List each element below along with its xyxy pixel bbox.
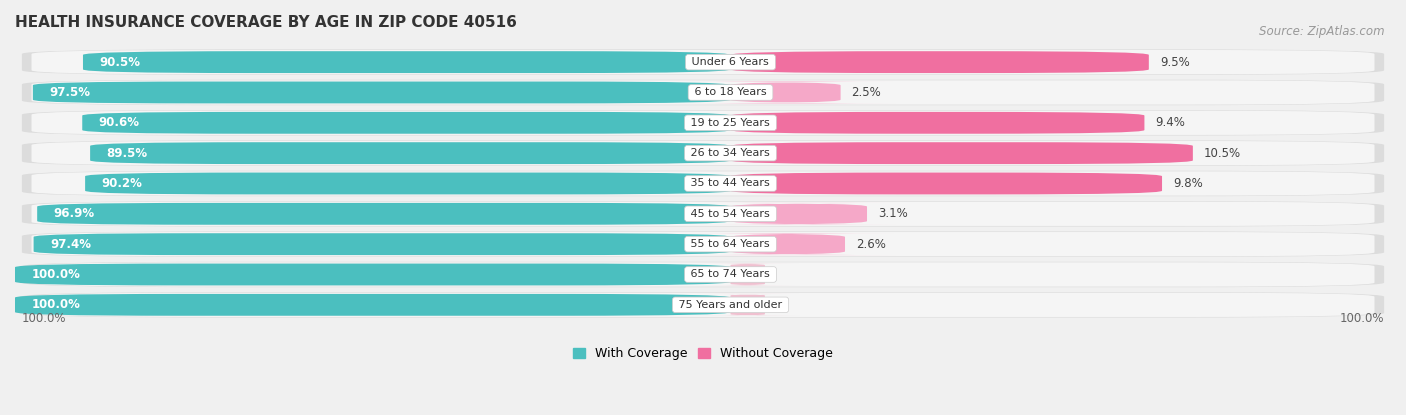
FancyBboxPatch shape [31, 202, 1375, 226]
Text: 100.0%: 100.0% [31, 298, 80, 311]
FancyBboxPatch shape [22, 292, 1384, 317]
Text: 9.5%: 9.5% [1160, 56, 1189, 68]
Text: 45 to 54 Years: 45 to 54 Years [688, 209, 773, 219]
Text: 2.6%: 2.6% [856, 238, 886, 251]
Text: 19 to 25 Years: 19 to 25 Years [688, 118, 773, 128]
FancyBboxPatch shape [731, 51, 1149, 73]
FancyBboxPatch shape [31, 262, 1375, 287]
FancyBboxPatch shape [731, 112, 1144, 134]
Text: 100.0%: 100.0% [31, 268, 80, 281]
Text: 90.2%: 90.2% [101, 177, 142, 190]
FancyBboxPatch shape [31, 50, 1375, 74]
FancyBboxPatch shape [22, 201, 1384, 227]
Text: HEALTH INSURANCE COVERAGE BY AGE IN ZIP CODE 40516: HEALTH INSURANCE COVERAGE BY AGE IN ZIP … [15, 15, 517, 30]
Text: 97.4%: 97.4% [51, 238, 91, 251]
Text: 35 to 44 Years: 35 to 44 Years [688, 178, 773, 188]
FancyBboxPatch shape [31, 141, 1375, 165]
FancyBboxPatch shape [83, 112, 731, 134]
Text: 3.1%: 3.1% [877, 208, 908, 220]
FancyBboxPatch shape [681, 233, 896, 255]
FancyBboxPatch shape [31, 171, 1375, 195]
Text: 55 to 64 Years: 55 to 64 Years [688, 239, 773, 249]
FancyBboxPatch shape [34, 233, 731, 255]
FancyBboxPatch shape [31, 111, 1375, 135]
FancyBboxPatch shape [696, 294, 800, 316]
Text: 6 to 18 Years: 6 to 18 Years [690, 88, 770, 98]
Text: 75 Years and older: 75 Years and older [675, 300, 786, 310]
FancyBboxPatch shape [15, 264, 731, 286]
Text: 97.5%: 97.5% [49, 86, 90, 99]
Text: 0.0%: 0.0% [741, 298, 770, 311]
Text: 65 to 74 Years: 65 to 74 Years [688, 269, 773, 279]
FancyBboxPatch shape [702, 203, 896, 225]
FancyBboxPatch shape [86, 173, 731, 194]
FancyBboxPatch shape [32, 81, 731, 103]
FancyBboxPatch shape [22, 49, 1384, 75]
Text: 89.5%: 89.5% [107, 146, 148, 160]
FancyBboxPatch shape [731, 142, 1192, 164]
FancyBboxPatch shape [22, 262, 1384, 287]
FancyBboxPatch shape [90, 142, 731, 164]
Text: Under 6 Years: Under 6 Years [689, 57, 773, 67]
Text: 96.9%: 96.9% [53, 208, 94, 220]
FancyBboxPatch shape [22, 110, 1384, 136]
FancyBboxPatch shape [22, 232, 1384, 257]
Text: 26 to 34 Years: 26 to 34 Years [688, 148, 773, 158]
Text: 100.0%: 100.0% [22, 312, 66, 325]
FancyBboxPatch shape [675, 81, 896, 103]
FancyBboxPatch shape [731, 173, 1161, 194]
FancyBboxPatch shape [15, 294, 731, 316]
FancyBboxPatch shape [22, 140, 1384, 166]
Text: 9.4%: 9.4% [1156, 116, 1185, 129]
Text: 90.6%: 90.6% [98, 116, 139, 129]
Text: 2.5%: 2.5% [852, 86, 882, 99]
FancyBboxPatch shape [22, 80, 1384, 105]
Text: 100.0%: 100.0% [1340, 312, 1384, 325]
Legend: With Coverage, Without Coverage: With Coverage, Without Coverage [568, 342, 838, 366]
FancyBboxPatch shape [696, 264, 800, 286]
Text: 0.0%: 0.0% [741, 268, 770, 281]
Text: 10.5%: 10.5% [1204, 146, 1241, 160]
FancyBboxPatch shape [83, 51, 731, 73]
FancyBboxPatch shape [31, 81, 1375, 105]
FancyBboxPatch shape [22, 171, 1384, 196]
Text: 90.5%: 90.5% [100, 56, 141, 68]
FancyBboxPatch shape [31, 293, 1375, 317]
FancyBboxPatch shape [31, 232, 1375, 256]
FancyBboxPatch shape [37, 203, 731, 225]
Text: 9.8%: 9.8% [1173, 177, 1202, 190]
Text: Source: ZipAtlas.com: Source: ZipAtlas.com [1260, 25, 1385, 38]
